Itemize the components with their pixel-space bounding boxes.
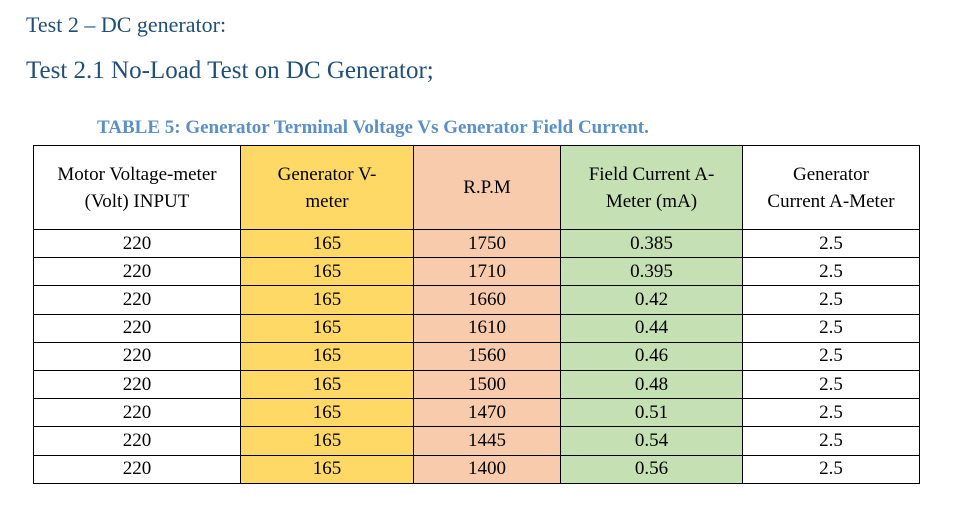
table-cell: 0.46 xyxy=(560,341,743,371)
table-cell: 220 xyxy=(33,454,241,484)
table-cell: 0.51 xyxy=(560,398,743,428)
table-cell: 165 xyxy=(240,257,414,287)
table-cell: 0.385 xyxy=(560,228,743,259)
table-cell: 220 xyxy=(33,285,241,315)
table-cell: 0.56 xyxy=(560,454,743,484)
table-cell: 0.44 xyxy=(560,313,743,343)
table-cell: 0.395 xyxy=(560,257,743,287)
column-header: Field Current A-Meter (mA) xyxy=(560,145,743,230)
table-cell: 1445 xyxy=(413,426,561,456)
subheading: Test 2.1 No-Load Test on DC Generator; xyxy=(26,57,434,84)
table-cell: 165 xyxy=(240,454,414,484)
heading: Test 2 – DC generator: xyxy=(26,12,227,37)
table-cell: 2.5 xyxy=(742,257,920,287)
table-cell: 165 xyxy=(240,426,414,456)
column-header: Generator V-meter xyxy=(240,145,414,230)
table-row: 220 165 1445 0.54 2.5 xyxy=(33,426,920,456)
table-row: 220 165 1710 0.395 2.5 xyxy=(33,257,920,287)
table-cell: 1500 xyxy=(413,369,561,400)
table-row: 220 165 1660 0.42 2.5 xyxy=(33,285,920,315)
table-cell: 165 xyxy=(240,341,414,371)
table-cell: 220 xyxy=(33,313,241,343)
table-caption: TABLE 5: Generator Terminal Voltage Vs G… xyxy=(97,117,649,138)
table-row: 220 165 1750 0.385 2.5 xyxy=(33,228,920,259)
table-cell: 2.5 xyxy=(742,426,920,456)
table-cell: 220 xyxy=(33,369,241,400)
table-cell: 2.5 xyxy=(742,285,920,315)
table-cell: 0.54 xyxy=(560,426,743,456)
table-cell: 220 xyxy=(33,398,241,428)
table-cell: 165 xyxy=(240,285,414,315)
table-cell: 1660 xyxy=(413,285,561,315)
table-row: 220 165 1400 0.56 2.5 xyxy=(33,454,920,484)
table-cell: 1750 xyxy=(413,228,561,259)
table-cell: 1560 xyxy=(413,341,561,371)
table-cell: 2.5 xyxy=(742,398,920,428)
table-cell: 0.48 xyxy=(560,369,743,400)
table-row: 220 165 1470 0.51 2.5 xyxy=(33,398,920,428)
column-header: R.P.M xyxy=(413,145,561,230)
table-cell: 1470 xyxy=(413,398,561,428)
table-cell: 220 xyxy=(33,426,241,456)
table-cell: 1710 xyxy=(413,257,561,287)
table-cell: 220 xyxy=(33,341,241,371)
table-cell: 220 xyxy=(33,257,241,287)
table-row: 220 165 1500 0.48 2.5 xyxy=(33,369,920,400)
table-row: 220 165 1610 0.44 2.5 xyxy=(33,313,920,343)
table-cell: 1610 xyxy=(413,313,561,343)
table-cell: 165 xyxy=(240,313,414,343)
table-row: 220 165 1560 0.46 2.5 xyxy=(33,341,920,371)
table-cell: 220 xyxy=(33,228,241,259)
data-table: Motor Voltage-meter (Volt) INPUT Generato… xyxy=(33,145,920,484)
table-cell: 2.5 xyxy=(742,454,920,484)
table-cell: 1400 xyxy=(413,454,561,484)
column-header: Generator Current A-Meter xyxy=(742,145,920,230)
table-cell: 165 xyxy=(240,228,414,259)
header-row: Motor Voltage-meter (Volt) INPUT Generato… xyxy=(33,145,920,230)
table-cell: 165 xyxy=(240,398,414,428)
table-cell: 2.5 xyxy=(742,228,920,259)
table-cell: 2.5 xyxy=(742,369,920,400)
table-cell: 165 xyxy=(240,369,414,400)
column-header: Motor Voltage-meter (Volt) INPUT xyxy=(33,145,241,230)
table-body: 220 165 1750 0.385 2.5 220 165 1710 0.395 2.5 220 1… xyxy=(33,228,920,484)
table-cell: 0.42 xyxy=(560,285,743,315)
table-cell: 2.5 xyxy=(742,341,920,371)
table-cell: 2.5 xyxy=(742,313,920,343)
